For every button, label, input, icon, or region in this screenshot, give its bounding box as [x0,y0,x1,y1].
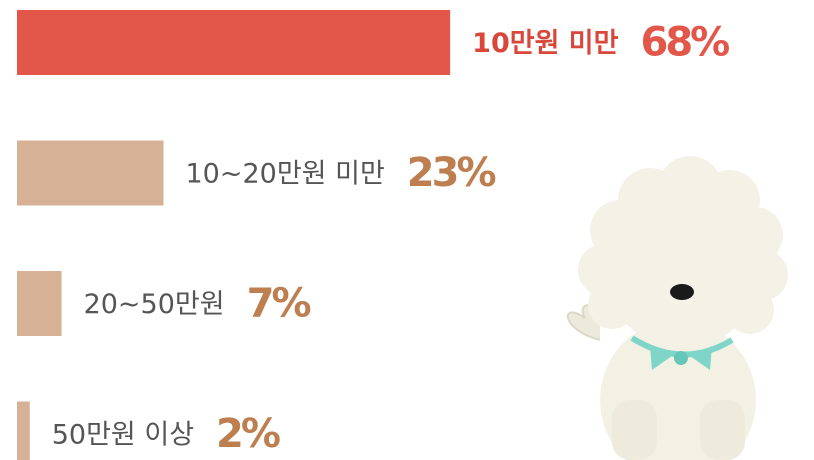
category-label: 10만원 미만 [472,28,618,59]
bar [17,141,164,206]
value-label: 7% [247,281,311,327]
category-label: 20~50만원 [84,289,225,320]
chart: 10만원 미만 68% 10~20만원 미만 23% 20~50만원 7% 50만원 이상 2… [0,0,814,460]
value-label: 68% [641,20,730,66]
bar [17,271,62,336]
category-label: 10~20만원 미만 [186,159,385,190]
value-label: 2% [216,411,280,457]
bar [17,10,450,75]
bar [17,402,30,460]
category-label: 50만원 이상 [52,420,194,451]
dog-illustration [568,156,788,460]
value-label: 23% [407,150,496,196]
